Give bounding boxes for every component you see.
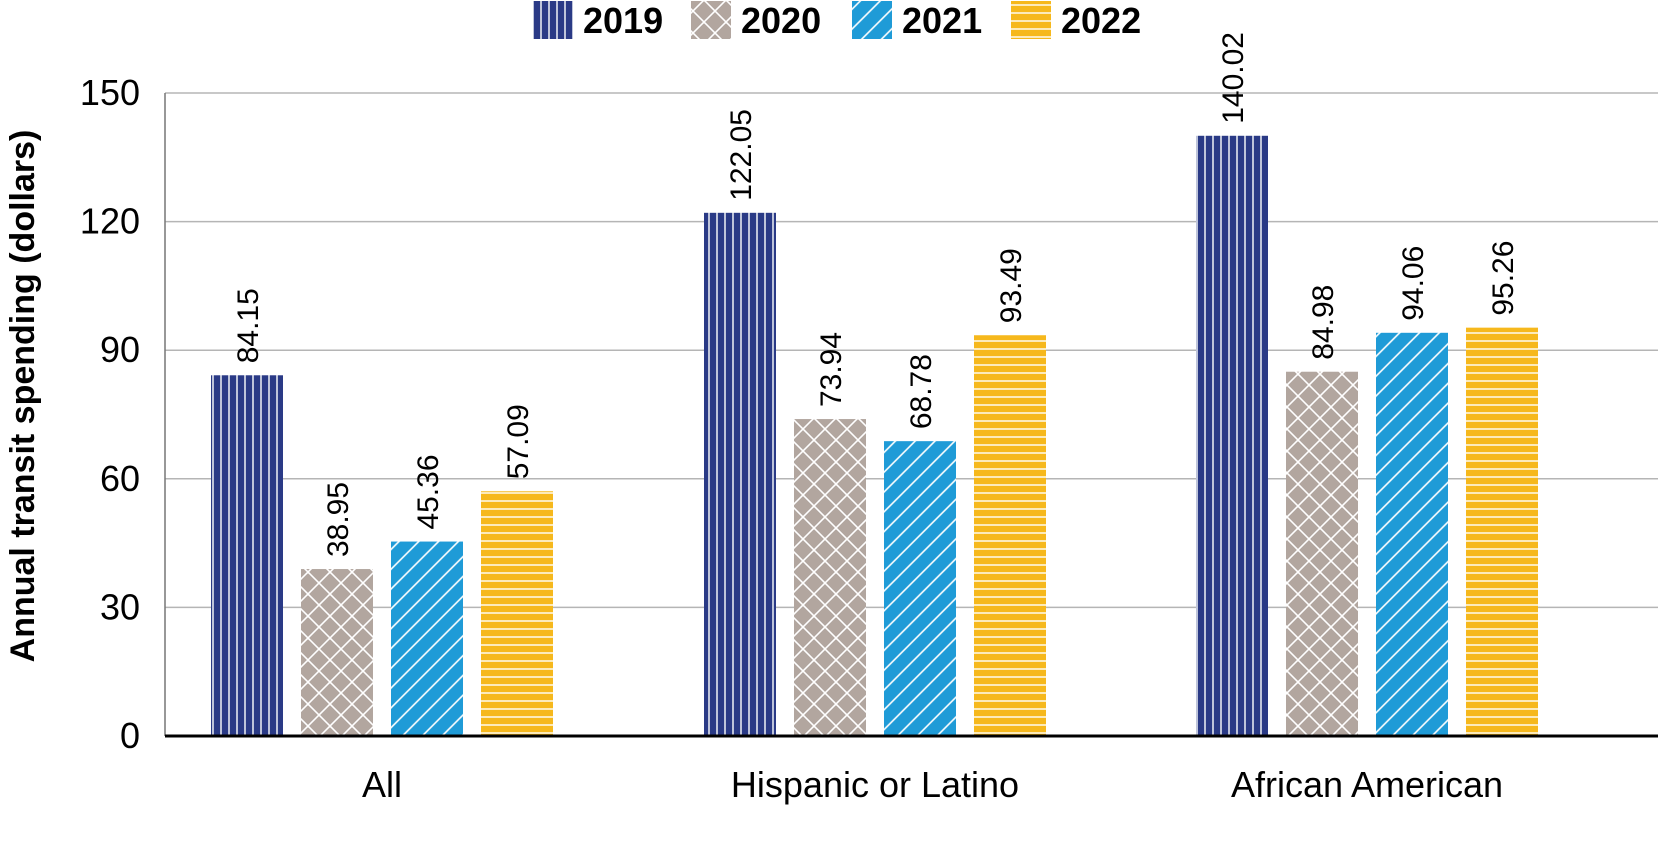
bar-2020-1 — [794, 419, 866, 736]
bar-2020-2 — [1286, 371, 1358, 736]
bar-2021-2 — [1376, 332, 1448, 736]
data-label: 84.98 — [1307, 285, 1340, 360]
data-label: 38.95 — [322, 482, 355, 557]
category-label: African American — [1231, 764, 1503, 805]
legend-swatch — [691, 1, 731, 39]
legend-label: 2021 — [902, 0, 982, 41]
legend-label: 2019 — [583, 0, 663, 41]
data-label: 84.15 — [232, 288, 265, 363]
legend-swatch — [533, 1, 573, 39]
data-label: 93.49 — [995, 248, 1028, 323]
data-label: 57.09 — [502, 404, 535, 479]
data-label: 73.94 — [815, 332, 848, 407]
bar-2022-2 — [1466, 327, 1538, 736]
y-tick-label: 30 — [100, 586, 140, 627]
y-tick-label: 60 — [100, 458, 140, 499]
bar-2022-0 — [481, 491, 553, 736]
data-labels: 84.15 38.95 45.36 57.09 122.05 73.94 68.78 93.4… — [232, 32, 1520, 557]
data-label: 45.36 — [412, 454, 445, 529]
legend-label: 2020 — [741, 0, 821, 41]
y-axis-ticks: 0 30 60 90 120 150 — [80, 72, 166, 756]
category-label: All — [362, 764, 402, 805]
y-tick-label: 0 — [120, 715, 140, 756]
legend-swatch — [1011, 1, 1051, 39]
bar-2019-0 — [211, 375, 283, 736]
bar-2021-0 — [391, 541, 463, 736]
bar-2019-1 — [704, 212, 776, 737]
data-label: 68.78 — [905, 354, 938, 429]
data-label: 95.26 — [1487, 241, 1520, 316]
y-tick-label: 90 — [100, 329, 140, 370]
bars — [211, 135, 1538, 737]
bar-2021-1 — [884, 441, 956, 736]
y-tick-label: 150 — [80, 72, 140, 113]
y-axis-title: Annual transit spending (dollars) — [4, 130, 42, 663]
legend-label: 2022 — [1061, 0, 1141, 41]
data-label: 122.05 — [725, 109, 758, 201]
data-label: 140.02 — [1217, 32, 1250, 124]
y-tick-label: 120 — [80, 201, 140, 242]
legend: 2019 2020 2021 2022 — [533, 0, 1141, 41]
bar-2020-0 — [301, 569, 373, 736]
legend-swatch — [852, 1, 892, 39]
data-label: 94.06 — [1397, 246, 1430, 321]
category-labels: All Hispanic or Latino African American — [362, 764, 1503, 805]
category-label: Hispanic or Latino — [731, 764, 1019, 805]
bar-2022-1 — [974, 335, 1046, 736]
bar-2019-2 — [1196, 135, 1268, 736]
